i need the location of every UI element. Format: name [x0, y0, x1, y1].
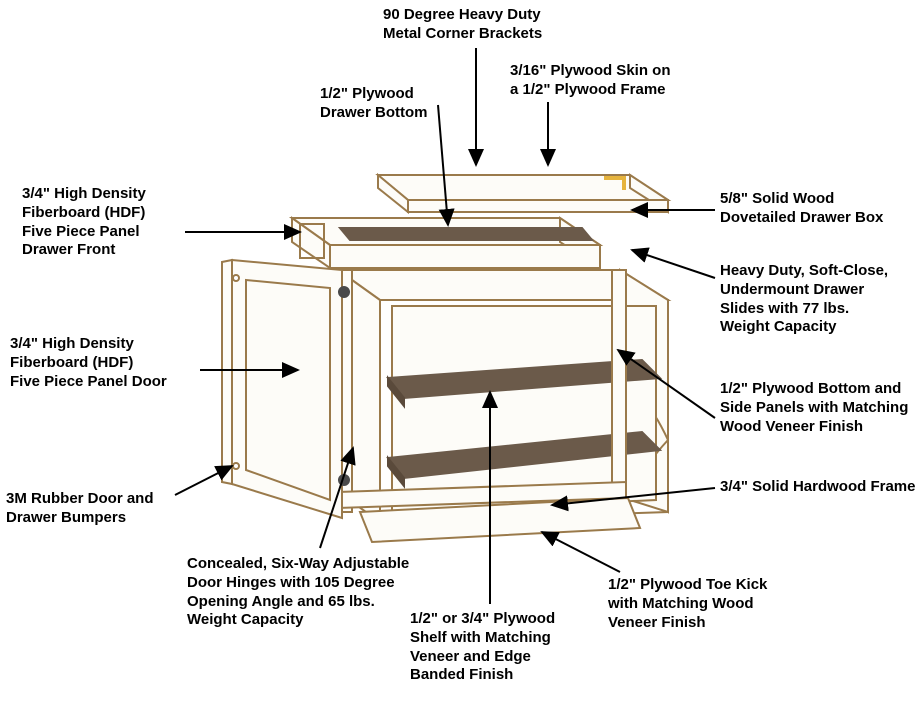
arrow-side-panels — [618, 350, 715, 418]
label-drawer-bottom: 1/2" Plywood Drawer Bottom — [320, 85, 470, 123]
label-dovetail-box: 5/8" Solid Wood Dovetailed Drawer Box — [720, 190, 920, 228]
label-plywood-skin: 3/16" Plywood Skin on a 1/2" Plywood Fra… — [510, 62, 730, 100]
label-corner-brackets: 90 Degree Heavy Duty Metal Corner Bracke… — [383, 6, 603, 44]
label-plywood-shelf: 1/2" or 3/4" Plywood Shelf with Matching… — [410, 610, 610, 685]
diagram-canvas: 90 Degree Heavy Duty Metal Corner Bracke… — [0, 0, 923, 712]
label-door-bumpers: 3M Rubber Door and Drawer Bumpers — [6, 490, 206, 528]
arrow-drawer-slides — [632, 250, 715, 278]
label-toe-kick: 1/2" Plywood Toe Kick with Matching Wood… — [608, 576, 808, 632]
label-drawer-slides: Heavy Duty, Soft-Close, Undermount Drawe… — [720, 262, 923, 337]
label-hardwood-frame: 3/4" Solid Hardwood Frame — [720, 478, 923, 497]
arrow-drawer-bottom — [438, 105, 448, 225]
label-door-hinges: Concealed, Six-Way Adjustable Door Hinge… — [187, 555, 447, 630]
label-drawer-front: 3/4" High Density Fiberboard (HDF) Five … — [22, 185, 202, 260]
arrow-door-hinges — [320, 448, 353, 548]
arrow-hardwood-frame — [552, 488, 715, 505]
label-panel-door: 3/4" High Density Fiberboard (HDF) Five … — [10, 335, 210, 391]
label-side-panels: 1/2" Plywood Bottom and Side Panels with… — [720, 380, 923, 436]
arrow-toe-kick — [542, 532, 620, 572]
